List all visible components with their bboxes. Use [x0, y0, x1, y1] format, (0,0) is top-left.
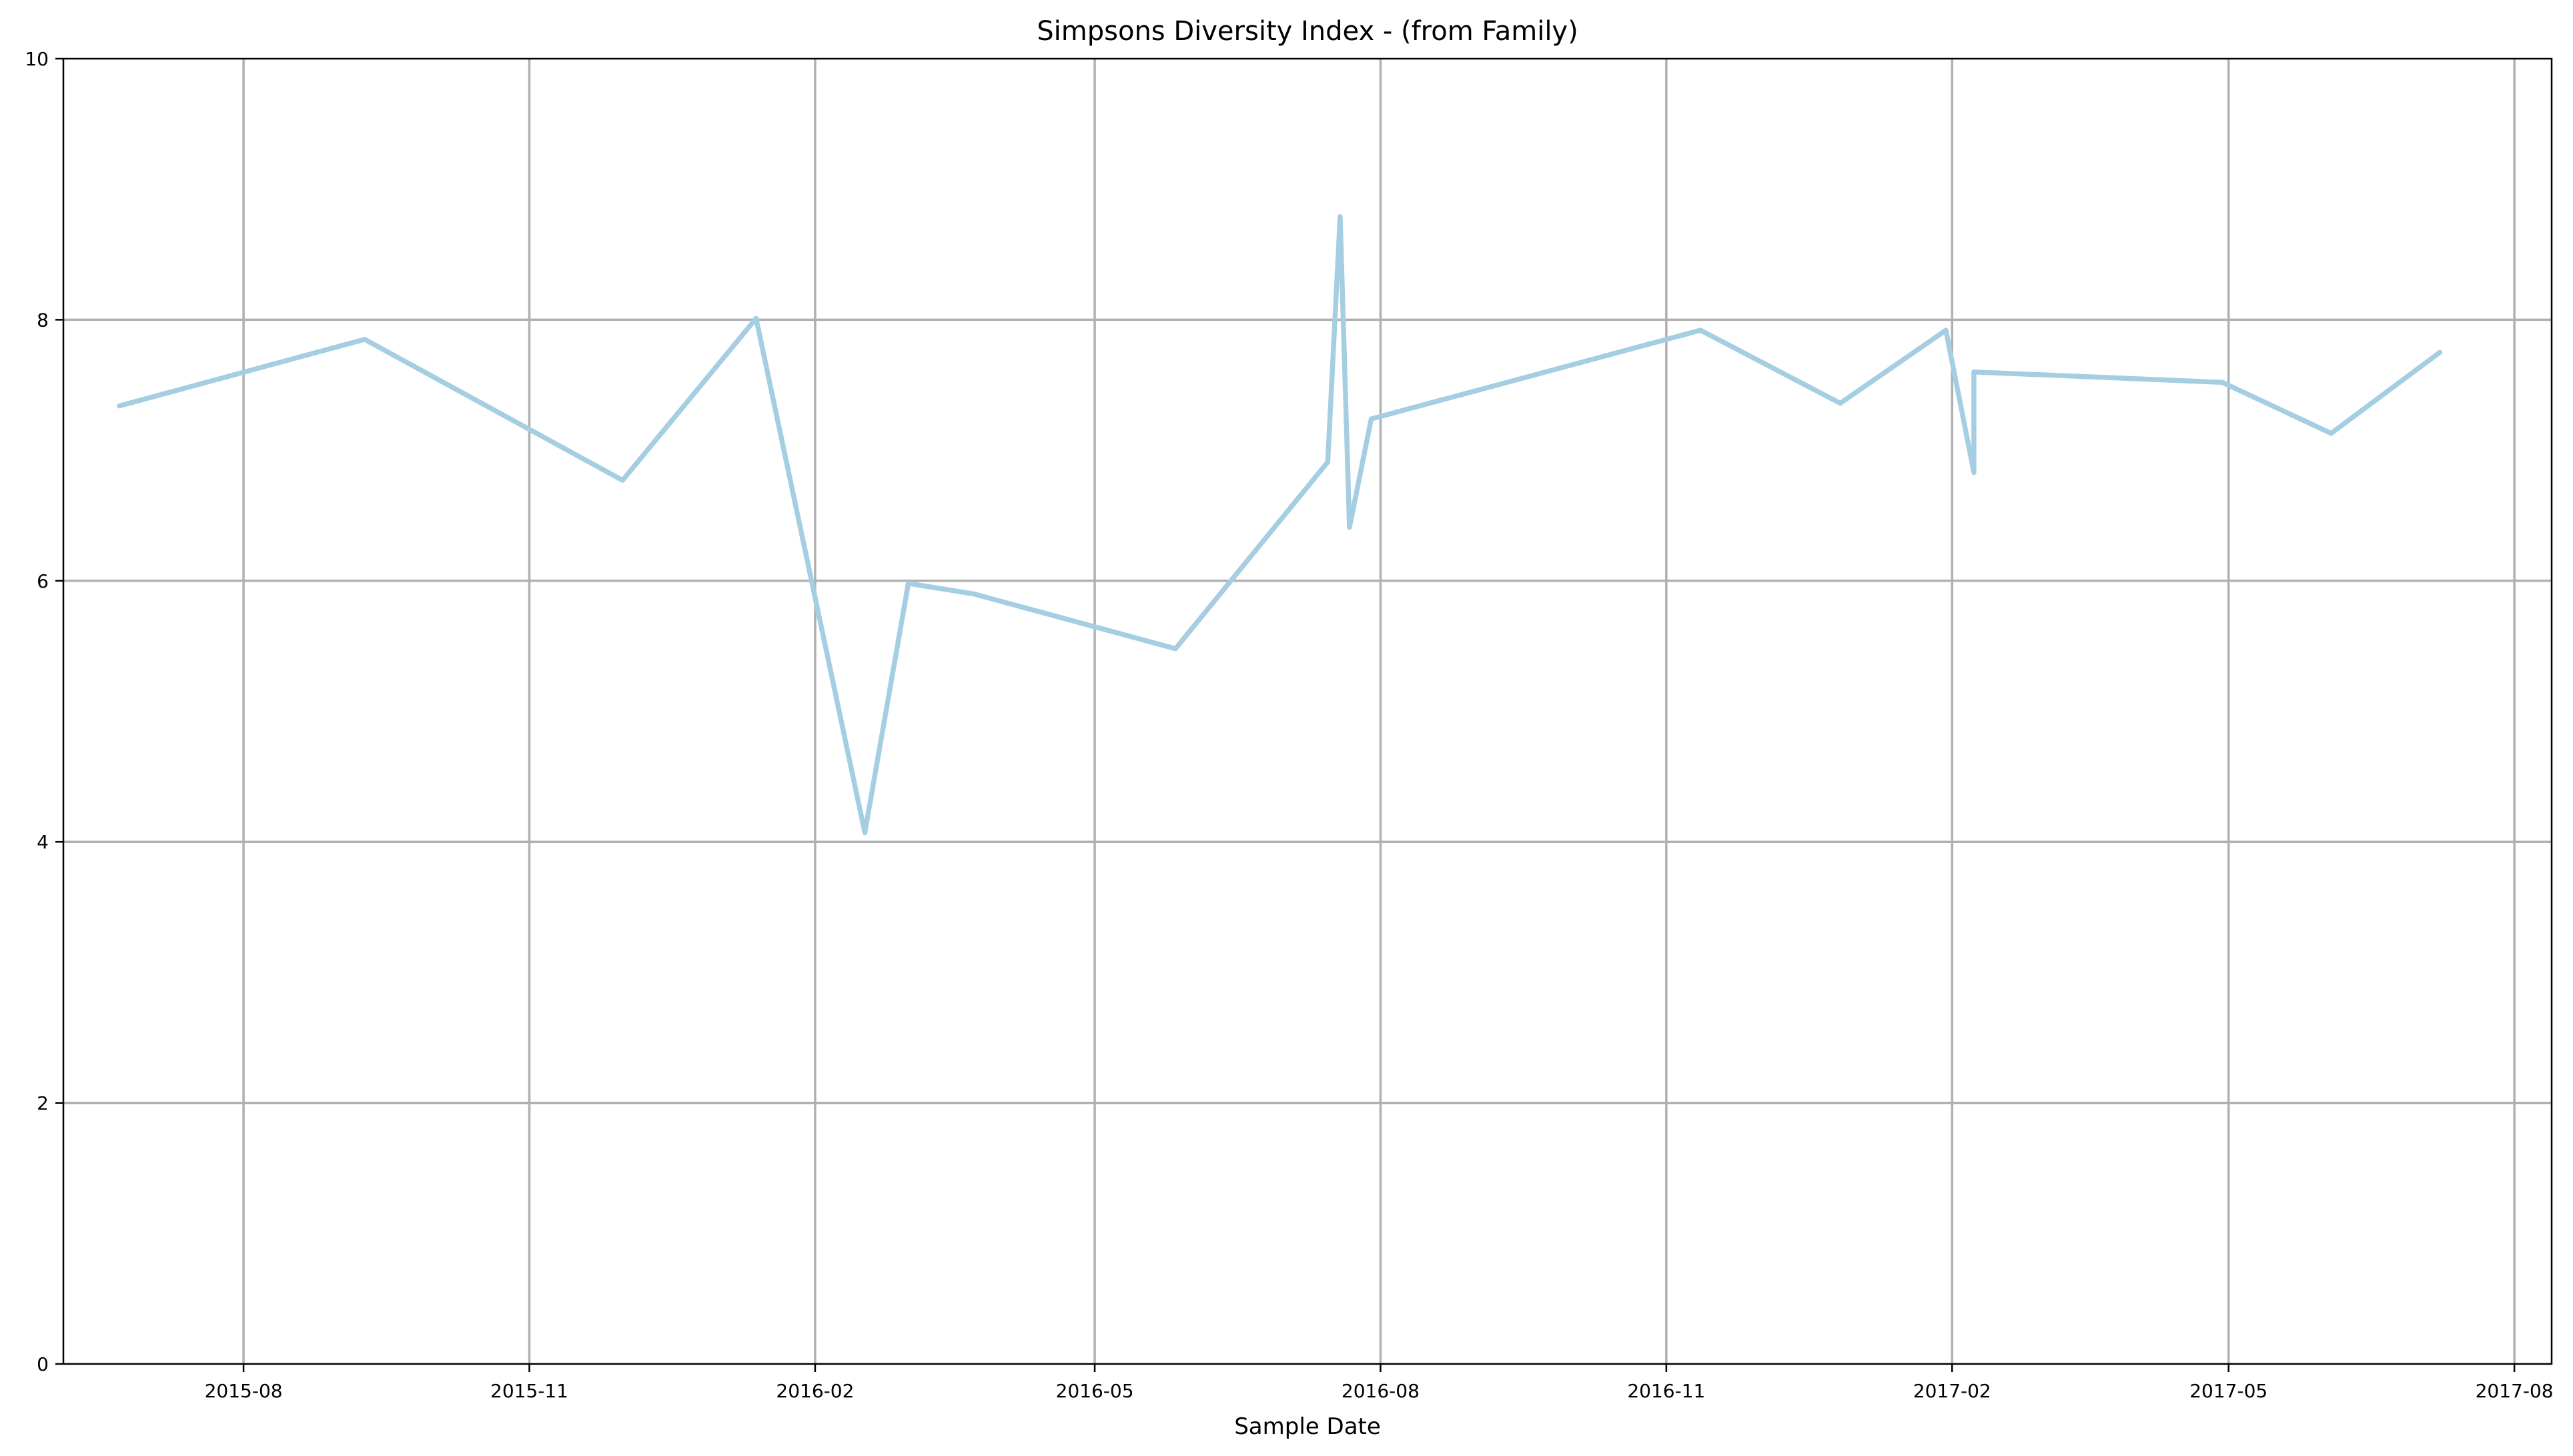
- data-point: [1173, 646, 1178, 652]
- data-point: [1971, 470, 1977, 475]
- x-tick-label: 2017-05: [2189, 1380, 2267, 1402]
- x-tick-label: 2017-08: [2476, 1380, 2554, 1402]
- x-axis-label: Sample Date: [1234, 1413, 1381, 1440]
- y-tick-label: 2: [37, 1093, 49, 1115]
- data-point: [971, 591, 976, 596]
- chart-title: Simpsons Diversity Index - (from Family): [1037, 16, 1578, 47]
- plot-frame: [62, 57, 2553, 1365]
- y-tick-label: 8: [37, 309, 49, 331]
- grid-lines: [63, 59, 2552, 1364]
- data-point: [2437, 349, 2442, 355]
- data-point: [1698, 327, 1703, 333]
- x-tick-label: 2016-05: [1056, 1380, 1134, 1402]
- data-point: [1325, 460, 1330, 465]
- x-tick-label: 2015-08: [205, 1380, 283, 1402]
- y-tick-label: 0: [37, 1353, 49, 1375]
- data-point: [362, 337, 368, 342]
- series-line-0: [117, 214, 2443, 836]
- data-point: [1347, 525, 1352, 530]
- x-tick-label: 2016-11: [1627, 1380, 1705, 1402]
- data-point: [1971, 370, 1977, 375]
- x-tick-label: 2016-02: [776, 1380, 854, 1402]
- data-point: [1838, 401, 1843, 406]
- y-tick-label: 10: [25, 48, 49, 70]
- data-point: [753, 315, 758, 321]
- y-tick-label: 6: [37, 570, 49, 592]
- data-point: [906, 581, 911, 586]
- x-tick-label: 2017-02: [1913, 1380, 1991, 1402]
- data-point: [2219, 380, 2225, 385]
- y-tick-label: 4: [37, 831, 49, 853]
- x-tick-label: 2016-08: [1342, 1380, 1420, 1402]
- x-tick-label: 2015-11: [490, 1380, 568, 1402]
- data-point: [117, 404, 122, 409]
- data-point: [1338, 214, 1343, 219]
- data-point: [862, 830, 867, 836]
- data-point: [1943, 327, 1949, 333]
- data-point: [620, 478, 625, 483]
- axis-ticks: 0 2 4 6 8 10 2015-08 2015-11 2016-02 2016-05 2016-…: [25, 48, 2553, 1402]
- data-point: [1368, 416, 1374, 422]
- data-point: [2328, 431, 2334, 436]
- series-layer: [117, 214, 2443, 836]
